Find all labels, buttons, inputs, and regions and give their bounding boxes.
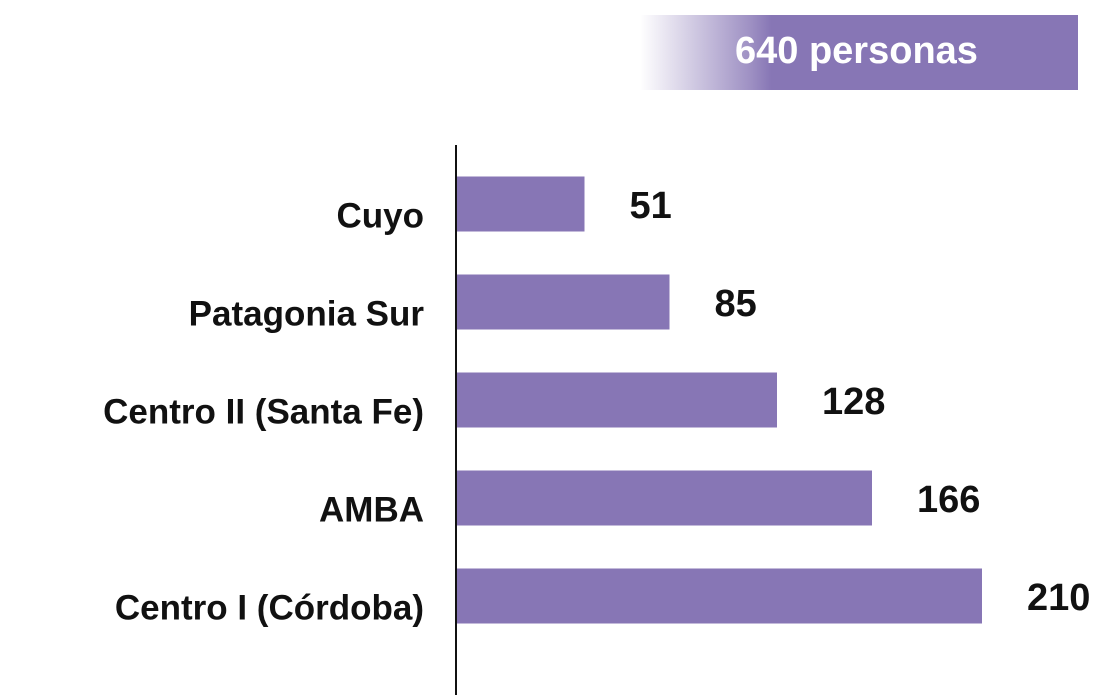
- bar: [457, 372, 777, 428]
- category-label: Centro I (Córdoba): [115, 588, 424, 627]
- category-label: Patagonia Sur: [189, 294, 425, 333]
- category-label: AMBA: [319, 490, 424, 529]
- category-label: Cuyo: [337, 196, 425, 235]
- value-label: 166: [917, 479, 980, 521]
- bar: [457, 568, 982, 624]
- value-label: 51: [630, 185, 672, 227]
- value-label: 210: [1027, 577, 1090, 619]
- category-label: Centro II (Santa Fe): [103, 392, 424, 431]
- badge-text: 640 personas: [735, 30, 978, 72]
- bar: [457, 176, 585, 232]
- value-label: 128: [822, 381, 885, 423]
- bar: [457, 470, 872, 526]
- bar: [457, 274, 670, 330]
- value-label: 85: [715, 283, 757, 325]
- badge-background: [640, 15, 1078, 90]
